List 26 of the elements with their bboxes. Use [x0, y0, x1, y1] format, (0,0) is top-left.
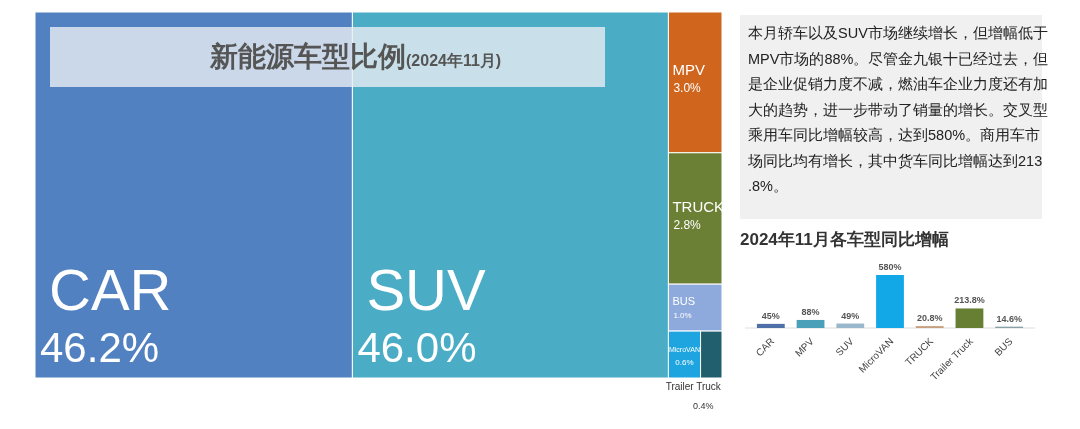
data-label: 14.6%: [996, 313, 1022, 324]
bar: [955, 308, 984, 328]
data-label: 49%: [841, 310, 860, 321]
data-label: 0.4%: [693, 401, 714, 411]
data-label: 20.8%: [916, 313, 943, 324]
data-label: 0.6%: [675, 358, 694, 368]
category-label: MPV: [672, 61, 705, 79]
bar: [796, 319, 825, 328]
bar: [836, 323, 865, 328]
data-label: 3.0%: [673, 81, 702, 96]
bar: [876, 275, 904, 328]
text: 本月轿车以及SUV市场继续增长，但增幅低于MPV市场的88%。尽管金九银十已经过去，但是企业促销力度不减，燃油车企业力度还有加大的趋势，进一步带动了销量的增长。交叉型乘用车同比增幅较高，达到580%。商用车市场同比均有增长，其中货车同比增幅达到213.8%。: [747, 25, 1049, 194]
data-label: 213.8%: [954, 295, 985, 306]
category-label: Trailer Truck: [665, 381, 722, 392]
data-label: 46.0%: [357, 324, 477, 371]
category-label: BUS: [672, 295, 696, 308]
chart-title: 2024年11月各车型同比增幅: [740, 230, 949, 249]
bar: [756, 323, 785, 328]
data-label: 88%: [801, 306, 820, 317]
data-label: 45%: [761, 310, 780, 321]
text: (2024年11月): [406, 52, 502, 69]
data-label: 580%: [878, 262, 902, 272]
data-label: 1.0%: [673, 311, 692, 321]
data-label: 46.2%: [40, 324, 160, 371]
data-label: 2.8%: [673, 217, 702, 232]
category-label: TRUCK: [672, 197, 725, 215]
